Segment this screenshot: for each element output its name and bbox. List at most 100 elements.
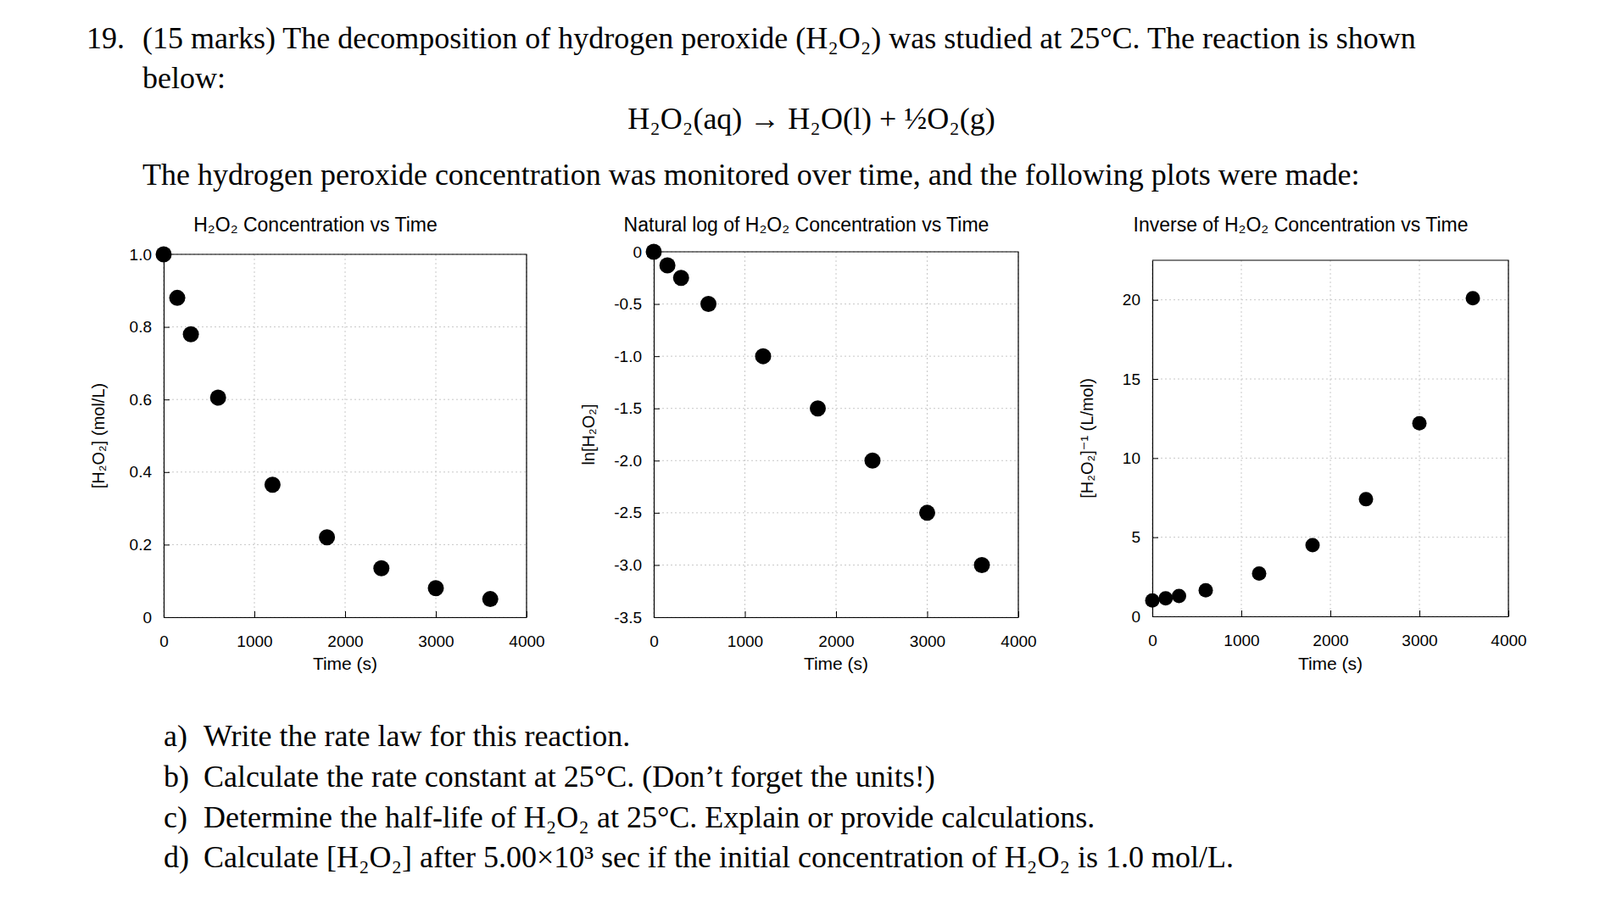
part-text: Calculate [H₂O₂] after 5.00×10³ sec if t… (203, 840, 1234, 875)
y-tick-mark (163, 472, 170, 474)
y-tick-label: 1.0 (129, 245, 152, 264)
y-tick-mark (653, 460, 660, 462)
x-tick: 4000 (1490, 610, 1527, 650)
x-tick-label: 0 (649, 632, 659, 651)
x-tick-label: 0 (159, 632, 169, 651)
grid-line-x (1152, 260, 1154, 617)
y-tick-label: -0.5 (613, 295, 642, 313)
y-tick: 0 (142, 608, 170, 627)
y-tick-label: -3.0 (613, 556, 642, 575)
grid-line-y (1152, 457, 1509, 459)
x-tick-mark (1330, 610, 1332, 617)
part-label: b) (163, 759, 190, 794)
data-point (1198, 583, 1214, 598)
markers (646, 244, 991, 574)
x-tick: 3000 (1401, 610, 1438, 650)
x-tick-label: 4000 (1490, 631, 1527, 650)
y-tick: -1.0 (613, 347, 660, 366)
part-label: a) (163, 719, 188, 753)
y-tick-label: -2.0 (613, 451, 642, 470)
y-tick-mark (653, 512, 660, 514)
y-tick-label: 0.8 (129, 317, 152, 336)
x-tick-label: 2000 (1312, 631, 1349, 650)
data-point (373, 560, 390, 577)
y-axis-line (1152, 261, 1154, 618)
y-tick-mark (653, 617, 660, 619)
data-point (1466, 290, 1481, 306)
x-tick-label: 3000 (909, 632, 946, 651)
y-tick-label: -3.5 (613, 608, 642, 627)
y-tick-label: 0 (1131, 607, 1141, 626)
y-axis: 00.20.40.60.81.0 (129, 245, 170, 627)
y-axis: -3.5-3.0-2.5-2.0-1.5-1.0-0.50 (613, 243, 660, 627)
x-tick: 3000 (418, 611, 454, 651)
plot-frame (653, 251, 1019, 618)
chart: 0100020003000400000.20.40.60.81.0 (129, 245, 546, 652)
x-tick-label: 1000 (236, 632, 273, 651)
chart: 01000200030004000-3.5-3.0-2.5-2.0-1.5-1.… (613, 243, 1037, 652)
grid-line-x (744, 251, 746, 618)
part-text: Calculate the rate constant at 25°C. (Do… (203, 759, 936, 794)
y-tick: -3.5 (613, 608, 660, 627)
chart: 0100020003000400005101520 (1122, 260, 1528, 650)
grid-line-y (163, 471, 527, 473)
data-point (1252, 566, 1267, 581)
x-tick-mark (836, 611, 837, 618)
plot-frame (1152, 260, 1509, 617)
x-axis-title: Time (s) (1298, 653, 1363, 674)
markers (1145, 290, 1481, 608)
data-point (1171, 589, 1187, 604)
grid-line-y (653, 356, 1019, 357)
y-tick: -1.5 (613, 399, 660, 418)
grid-line-x (1241, 260, 1243, 617)
y-tick: 5 (1131, 528, 1159, 547)
y-tick-label: 20 (1122, 290, 1141, 309)
grid-line-x (163, 254, 165, 618)
grid-line-x (435, 254, 437, 618)
y-tick-label: -2.5 (613, 503, 642, 522)
y-tick-mark (1152, 616, 1159, 618)
y-tick-mark (1152, 379, 1159, 380)
x-axis-line (164, 617, 528, 619)
grid-line-x (926, 251, 928, 618)
data-point (1145, 593, 1160, 608)
data-point (183, 326, 200, 343)
grid-line-x (345, 254, 346, 618)
question-line: (15 marks) The decomposition of hydrogen… (142, 21, 1417, 56)
y-tick: 15 (1122, 370, 1159, 389)
y-tick-label: 10 (1122, 449, 1141, 468)
data-point (673, 269, 690, 286)
x-tick-mark (745, 611, 747, 618)
x-tick-mark (1419, 610, 1421, 617)
y-tick-mark (163, 399, 170, 401)
y-tick: -2.5 (613, 503, 660, 522)
x-tick-mark (1241, 610, 1243, 617)
chart-title: Inverse of H₂O₂ Concentration vs Time (1133, 213, 1469, 236)
x-tick: 2000 (327, 611, 363, 651)
grid (653, 251, 1019, 618)
x-axis: 01000200030004000 (159, 611, 545, 651)
y-axis-line (163, 255, 165, 619)
x-tick: 2000 (818, 611, 854, 651)
data-point (659, 257, 676, 274)
x-axis-line (1153, 616, 1510, 618)
x-tick-mark (254, 611, 256, 618)
grid-line-y (163, 544, 527, 546)
x-axis: 01000200030004000 (649, 611, 1037, 651)
question-intro: The hydrogen peroxide concentration was … (142, 157, 1361, 192)
data-point (1158, 590, 1173, 606)
y-tick-label: 5 (1131, 528, 1141, 547)
y-tick-mark (1152, 300, 1159, 302)
grid-line-y (653, 407, 1019, 409)
part-text: Write the rate law for this reaction. (203, 719, 630, 753)
part-label: d) (163, 840, 190, 875)
x-tick: 3000 (909, 611, 946, 651)
x-tick-label: 1000 (727, 632, 764, 651)
grid-line-x (1330, 260, 1332, 617)
data-point (646, 244, 663, 261)
y-tick-mark (163, 544, 170, 546)
data-point (169, 289, 186, 307)
y-tick: -2.0 (613, 451, 660, 470)
y-axis-title: [H₂O₂]⁻¹ (L/mol) (1077, 378, 1097, 499)
x-tick: 1000 (727, 611, 764, 651)
